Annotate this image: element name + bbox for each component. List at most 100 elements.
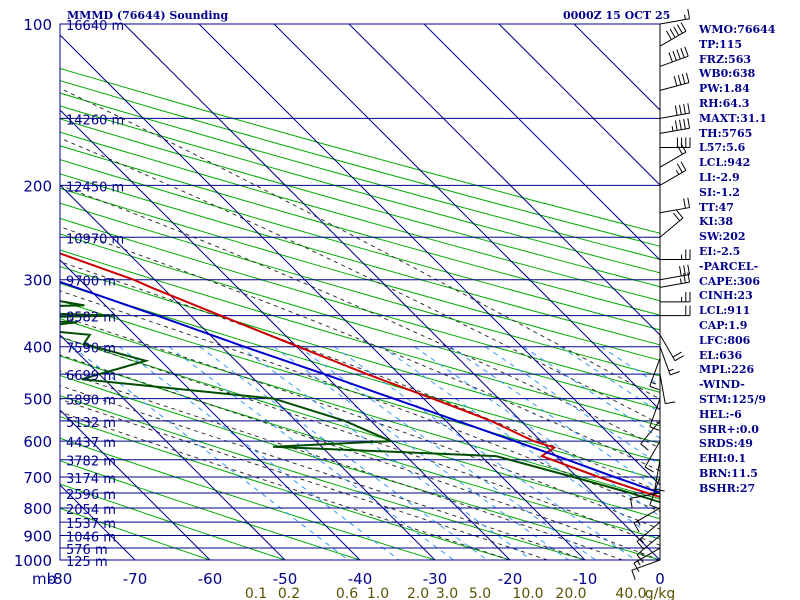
moist-adiabat (60, 137, 660, 425)
wind-barb (660, 291, 691, 303)
moist-adiabat (60, 226, 660, 472)
dry-adiabat (60, 159, 660, 331)
wind-barb-flag (679, 266, 682, 277)
dry-adiabat (60, 105, 660, 274)
height-label: 7590 m (66, 342, 116, 357)
wind-barb-flag (677, 75, 682, 85)
mixing-ratio-tick-label: 5.0 (469, 586, 491, 600)
wind-barb (659, 8, 691, 25)
wind-barb (629, 492, 661, 509)
index-item: EI:-2.5 (699, 244, 741, 258)
index-item: TT:47 (699, 200, 734, 214)
wind-barb-flag (687, 264, 691, 275)
pressure-tick-label: 700 (23, 469, 52, 487)
dry-adiabat (60, 67, 660, 234)
wind-barb (659, 334, 684, 362)
plot-area (60, 24, 660, 560)
wind-barb-flag (680, 161, 687, 171)
wind-barb-staff (659, 151, 687, 168)
dry-adiabat (60, 131, 660, 302)
wind-barb-staff (654, 459, 661, 490)
wind-barb-half-flag (637, 560, 641, 566)
parcel-profile (60, 280, 660, 494)
index-item: RH:64.3 (699, 96, 750, 110)
wind-barb-flag (683, 118, 686, 130)
wind-barb-flag (636, 541, 644, 550)
wind-barb-flag (654, 488, 665, 492)
wind-barb-staff (659, 346, 671, 376)
wind-barb-half-flag (668, 368, 674, 372)
height-label: 5890 m (66, 394, 116, 409)
wind-barb (659, 161, 687, 186)
wind-barb-flag (665, 30, 672, 40)
index-item: L57:5.6 (699, 141, 746, 155)
index-item: STM:125/9 (699, 392, 766, 406)
wind-barb-staff (633, 547, 661, 564)
wind-barb (649, 357, 661, 391)
wind-barb-flag (676, 24, 683, 34)
dry-adiabat (60, 145, 660, 316)
wind-barb (659, 264, 691, 281)
pressure-tick-label: 800 (23, 500, 52, 518)
index-item: CAP:1.9 (699, 318, 748, 332)
stability-indices-panel: WMO:76644 TP:115 FRZ:563 WB0:638 PW:1.84 RH:6… (699, 23, 775, 497)
mixing-ratio-line (414, 346, 660, 518)
wind-barb-flag (680, 22, 687, 32)
mixing-ratio-tick-label: 20.0 (555, 586, 586, 600)
moist-adiabat (60, 261, 660, 493)
index-item: HEL:-6 (699, 407, 742, 421)
index-item: MAXT:31.1 (699, 111, 767, 125)
wind-barb (660, 249, 691, 260)
mixing-ratio-tick-label: 0.2 (278, 586, 300, 600)
wind-barb (654, 459, 665, 492)
index-item: LCL:911 (699, 304, 751, 318)
wind-barb-flag (683, 103, 686, 114)
wind-barb-flag (684, 46, 689, 57)
wind-barb-staff (659, 274, 690, 281)
wind-barb (644, 440, 661, 473)
height-label: 2054 m (66, 503, 116, 518)
index-item: CAPE:306 (699, 274, 760, 288)
index-item: SRDS:49 (699, 437, 753, 451)
index-item: WB0:638 (699, 67, 756, 81)
wind-barb-staff (649, 476, 661, 506)
wind-barb-half-flag (675, 169, 680, 175)
temperature-tick-label: -60 (198, 570, 223, 588)
index-item: TH:5765 (699, 126, 753, 140)
dry-adiabat (60, 80, 660, 247)
wind-barb (659, 118, 691, 134)
height-label: 12450 m (66, 180, 124, 195)
wind-barb-staff (636, 535, 661, 556)
height-label: 14260 m (66, 113, 124, 128)
temperature-tick-label: 0 (655, 570, 665, 588)
index-item: TP:115 (699, 37, 743, 51)
wind-barb-flag (673, 26, 680, 36)
wind-barb-staff (636, 521, 661, 542)
wind-barb-flag (687, 118, 691, 129)
wind-barb-staff (630, 492, 661, 499)
temperature-tick-label: -30 (423, 570, 448, 588)
wind-barb-flag (669, 28, 676, 38)
wind-barb-half-flag (637, 520, 641, 526)
wind-barb (631, 559, 661, 580)
wind-barb-staff (659, 127, 690, 134)
wind-barb-flag (633, 562, 640, 572)
wind-barb-staff (633, 507, 661, 524)
isotherm (498, 24, 660, 186)
index-item: -WIND- (699, 378, 745, 392)
isotherm (60, 334, 286, 560)
index-item: CINH:23 (699, 289, 753, 303)
dry-adiabat (60, 217, 660, 393)
mixing-ratio-unit-label: g/kg (645, 586, 676, 600)
wind-barb-staff (659, 207, 690, 214)
wind-barb-flag (676, 163, 683, 173)
wind-barb (660, 137, 691, 149)
wind-barb-flag (674, 355, 684, 362)
pressure-tick-label: 600 (23, 433, 52, 451)
wind-barb (659, 46, 689, 67)
index-item: PW:1.84 (699, 82, 750, 96)
index-item: SI:-1.2 (699, 185, 740, 199)
dry-adiabat (60, 249, 660, 427)
wind-barb-flag (668, 52, 673, 63)
wind-barb-flag (679, 104, 682, 115)
